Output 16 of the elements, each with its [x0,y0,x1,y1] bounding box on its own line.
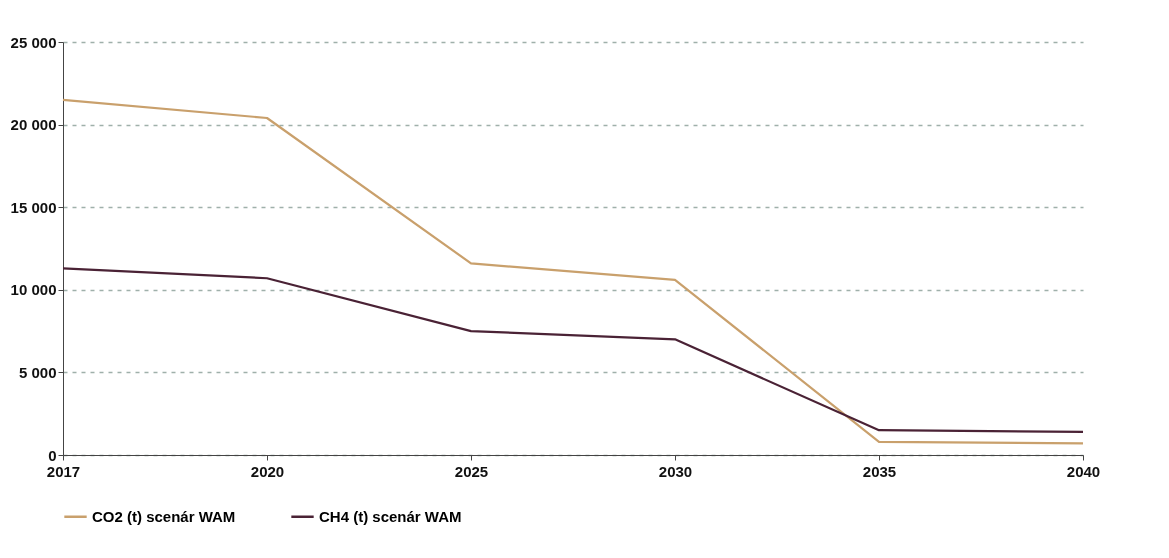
legend-label: CO2 (t) scenár WAM [92,507,236,525]
y-tick-label: 10 000 [10,281,57,299]
y-tick-label: 20 000 [10,116,57,134]
line-series [61,267,1085,433]
x-tick-label: 2035 [862,462,897,480]
y-tick-label: 15 000 [10,198,57,216]
x-tick-label: 2025 [454,462,489,480]
y-tick-label: 5 000 [18,363,57,381]
y-tick-label: 25 000 [10,33,57,51]
y-tick-label: 0 [48,446,57,464]
x-tick-label: 2020 [250,462,285,480]
x-tick-label: 2030 [658,462,693,480]
x-tick-label: 2017 [46,462,81,480]
x-tick-label: 2040 [1066,462,1101,480]
line-series [61,98,1085,445]
legend-label: CH4 (t) scenár WAM [319,507,462,525]
